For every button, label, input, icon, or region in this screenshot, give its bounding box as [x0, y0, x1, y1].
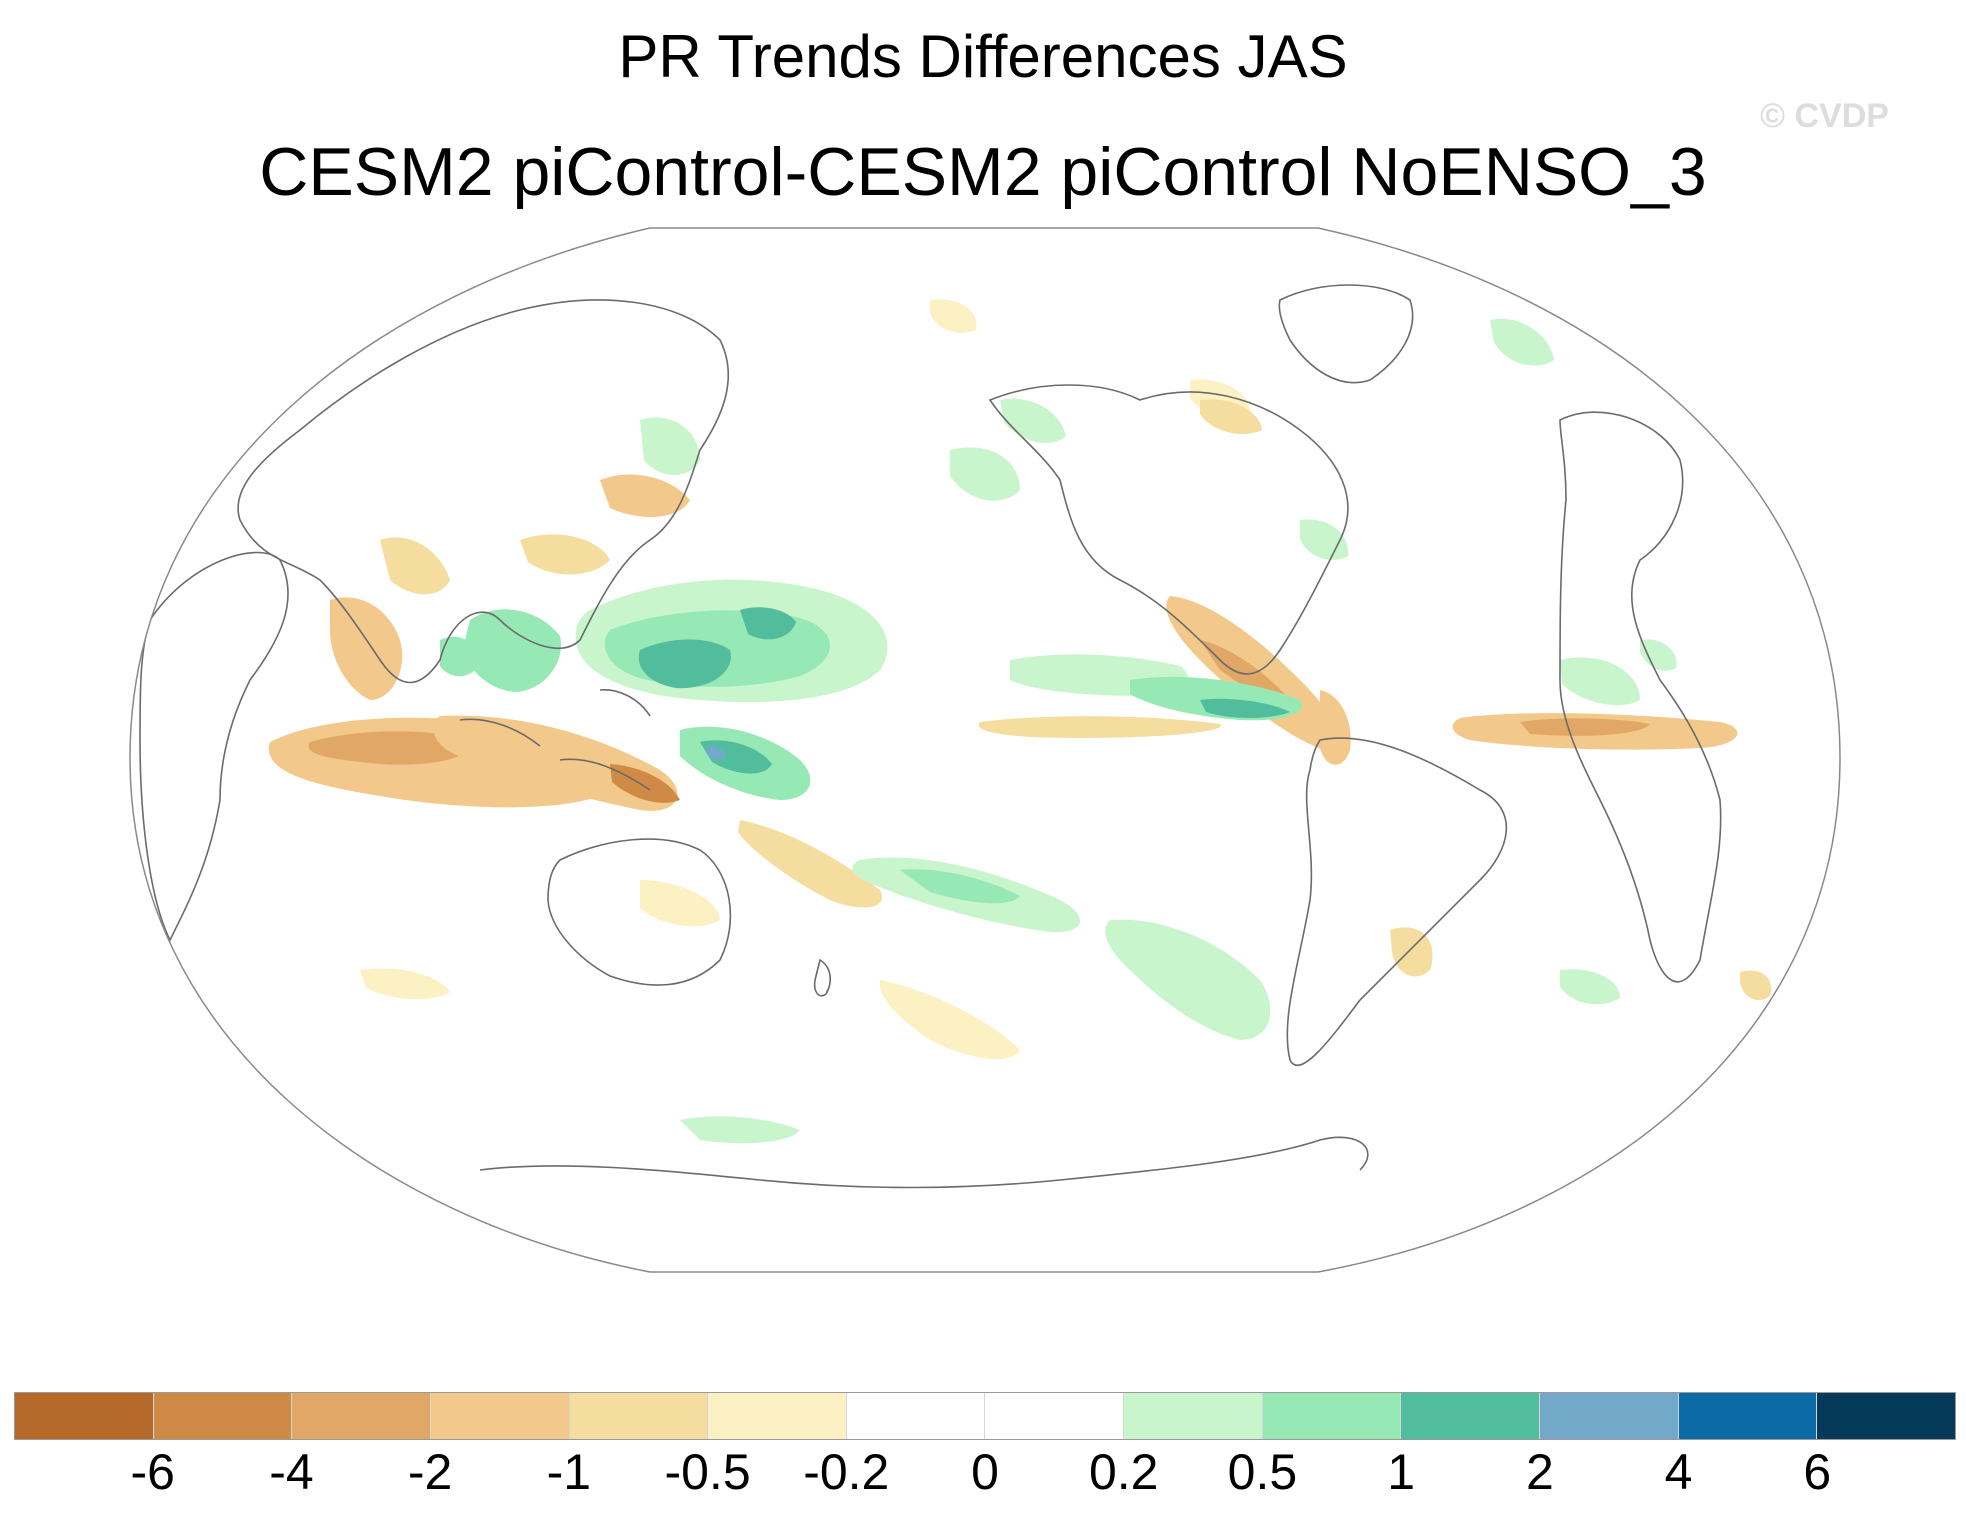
dry-anomaly-maritime-core [610, 764, 680, 803]
map-border [129, 227, 1841, 1273]
coastline-south-america [1286, 737, 1508, 1067]
colorbar-tick-label: -0.5 [664, 1444, 751, 1500]
wet-anomaly-west-africa [1560, 657, 1640, 706]
colorbar-tick-label: -1 [546, 1444, 592, 1500]
wet-anomaly-spcz-peak [706, 745, 726, 760]
chart-title: PR Trends Differences JAS [618, 23, 1348, 90]
wet-anomaly-east-coast-us [1300, 519, 1349, 560]
dry-anomaly-south-pacific-2 [879, 980, 1020, 1060]
wet-anomaly-japan [640, 417, 700, 475]
dry-anomaly-north-pacific [930, 299, 977, 333]
colorbar [14, 1392, 1956, 1440]
precip-anomaly-field [139, 284, 1772, 1189]
dry-anomaly-india [330, 597, 403, 700]
colorbar-box [569, 1393, 709, 1439]
dry-anomaly-arabian-sea [380, 537, 450, 595]
dry-anomalies [268, 299, 1772, 1060]
colorbar-box [292, 1393, 431, 1439]
coastline-antarctica [479, 1136, 1369, 1189]
colorbar-tick-label: -2 [407, 1444, 453, 1500]
colorbar-box [1401, 1393, 1541, 1439]
colorbar-box [985, 1393, 1125, 1439]
coastline-north-america [988, 384, 1349, 675]
wet-anomaly-south-atlantic [1560, 969, 1620, 1005]
dry-anomaly-hudson [1200, 399, 1262, 435]
colorbar-tick-label: -6 [130, 1444, 175, 1500]
wet-anomaly-southeast-pacific [1105, 919, 1271, 1040]
wet-anomaly-itcz-core [1200, 698, 1290, 718]
dry-anomaly-china [520, 534, 610, 575]
colorbar-tick-label: 0.5 [1227, 1444, 1298, 1500]
colorbar-tick-label: 1 [1387, 1444, 1416, 1500]
colorbar-box [1817, 1393, 1955, 1439]
wet-anomaly-south-china-sea [464, 609, 562, 692]
dry-anomaly-tasman [640, 880, 720, 927]
dry-anomaly-caribbean [1200, 640, 1290, 703]
colorbar-box [1262, 1393, 1402, 1439]
wet-anomaly-west-pacific-core [638, 639, 731, 689]
colorbar-tick-label: 4 [1664, 1444, 1693, 1500]
colorbar-box [1124, 1393, 1263, 1439]
watermark-label: © CVDP [1760, 97, 1889, 135]
dry-anomaly-colombia [1320, 690, 1351, 765]
colorbar-tick-label: 0 [971, 1444, 999, 1500]
dry-anomaly-south-pacific [738, 820, 882, 908]
colorbar-box [1678, 1393, 1818, 1439]
wet-anomaly-africa-east [1640, 639, 1677, 671]
colorbar-box [846, 1393, 986, 1439]
coastline-asia [237, 299, 729, 684]
dry-anomaly-east-pacific-itcz [978, 716, 1221, 738]
coastline-new-zealand [813, 958, 832, 997]
wet-anomaly-bay-of-bengal [440, 636, 480, 677]
coastline-indonesia [459, 689, 651, 791]
dry-anomaly-atlantic-core [1520, 718, 1650, 736]
wet-anomaly-greenland [1490, 318, 1554, 366]
colorbar-tick-label: -4 [269, 1444, 314, 1500]
colorbar-box [153, 1393, 293, 1439]
wet-anomaly-alaska [1000, 398, 1066, 444]
world-map [129, 227, 1841, 1273]
colorbar-tick-label: 0.2 [1088, 1444, 1159, 1500]
dry-anomaly-indian-ocean-core [308, 731, 472, 765]
coastline-greenland [1278, 284, 1414, 384]
coastline-australia [547, 838, 732, 986]
wet-anomaly-south-pacific-band-core [900, 869, 1020, 904]
dry-anomaly-east-asia [600, 474, 690, 518]
colorbar-box [15, 1393, 154, 1439]
chart-subtitle: CESM2 piControl-CESM2 piControl NoENSO_3 [259, 134, 1707, 210]
wet-anomalies [440, 318, 1677, 1144]
colorbar-tick-label: 6 [1803, 1444, 1832, 1500]
colorbar-tick-label: 2 [1525, 1444, 1554, 1500]
colorbar-box [430, 1393, 570, 1439]
wet-anomaly-north-pacific [950, 447, 1020, 501]
coastline-africa [139, 551, 289, 942]
coastlines [139, 284, 1722, 1189]
colorbar-box [708, 1393, 847, 1439]
coastline-europe-africa-east [1559, 411, 1722, 983]
dry-anomaly-africa-south [1740, 970, 1772, 1001]
wet-anomaly-antarctic [680, 1116, 800, 1144]
dry-anomaly-southern-ocean [360, 968, 450, 1000]
colorbar-box [1540, 1393, 1679, 1439]
wet-anomaly-philippine-sea [740, 607, 796, 640]
dry-anomaly-south-atlantic [1390, 927, 1433, 977]
colorbar-tick-label: -0.2 [803, 1444, 890, 1500]
dry-anomaly-maritime [433, 715, 678, 811]
